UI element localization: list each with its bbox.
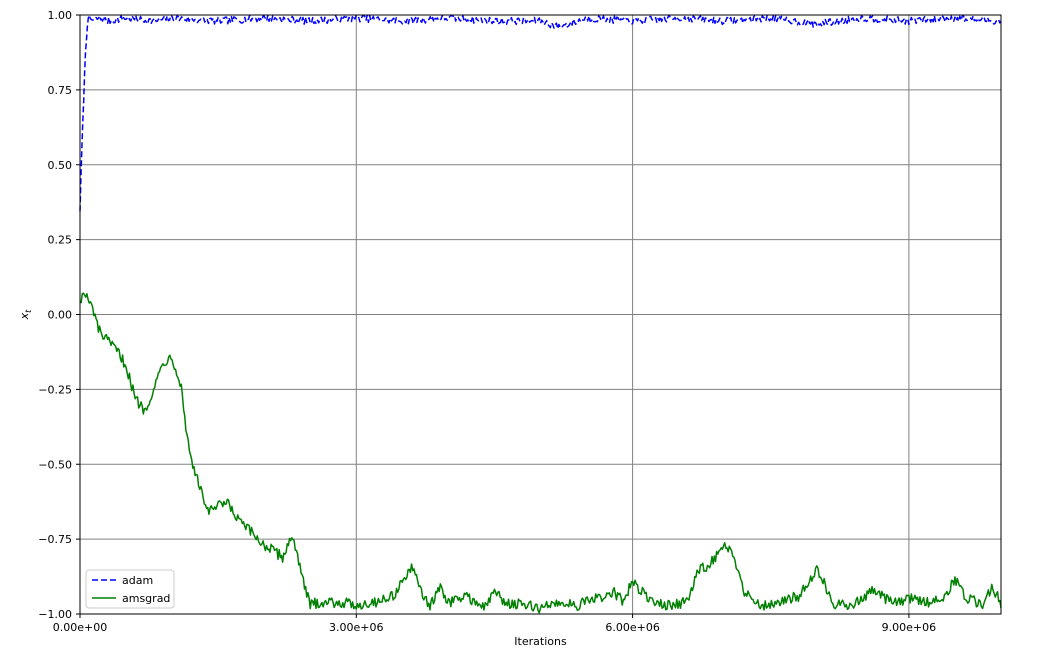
y-axis-label: xt [18,309,33,321]
y-tick-label: 1.00 [48,9,73,22]
x-axis-label: Iterations [514,635,567,648]
y-tick-label: −0.25 [38,383,72,396]
y-tick-label: 0.25 [48,234,73,247]
legend: adam amsgrad [85,569,175,609]
x-tick-label: 3.00e+06 [329,621,383,634]
series-line-amsgrad [79,292,1002,614]
grid [79,14,1001,615]
legend-label-adam: adam [122,574,153,587]
legend-label-amsgrad: amsgrad [122,592,170,605]
x-tick-label: 6.00e+06 [605,621,659,634]
y-tick-label: 0.50 [48,159,73,172]
y-tick-label: −1.00 [38,608,72,621]
axis-ticks: 1.00 0.75 0.50 0.25 0.00 −0.25 −0.50 −0.75 −1.00… [38,9,936,634]
series-group [79,14,1002,614]
y-tick-label: −0.50 [38,458,72,471]
y-tick-label: 0.00 [48,309,73,322]
y-tick-label: 0.75 [48,84,73,97]
x-tick-label: 9.00e+06 [882,621,936,634]
y-tick-label: −0.75 [38,533,72,546]
series-line-adam [79,14,1002,212]
x-tick-label: 0.00e+00 [53,621,107,634]
